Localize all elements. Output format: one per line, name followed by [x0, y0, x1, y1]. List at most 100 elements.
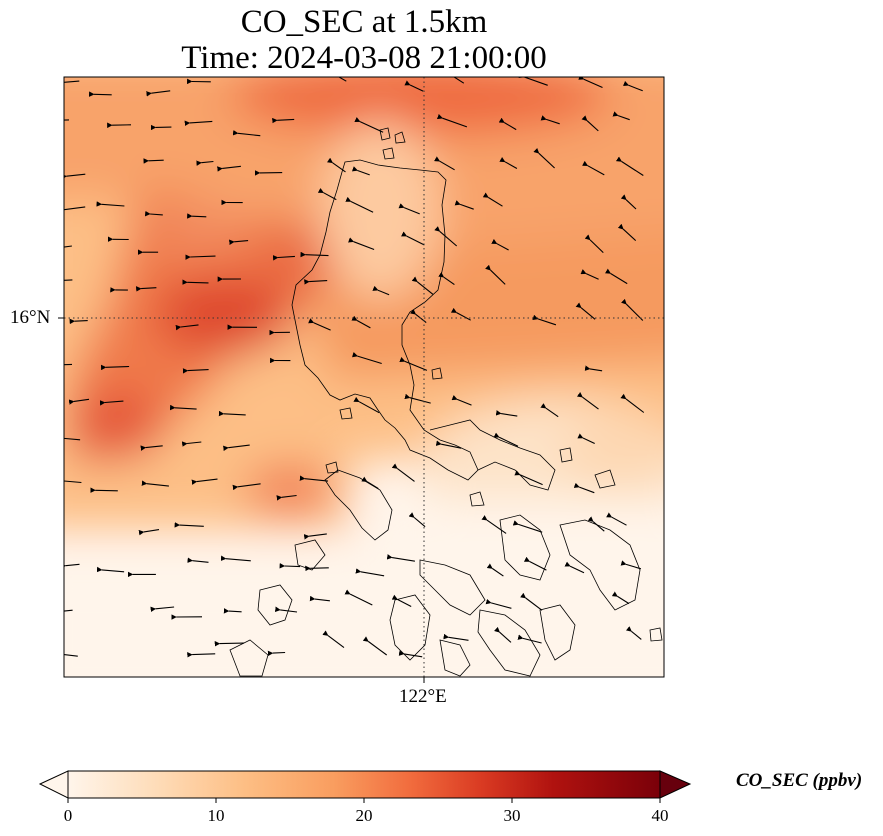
wind-arrow — [453, 77, 465, 84]
wind-arrow — [540, 403, 559, 418]
wind-arrow — [274, 606, 298, 613]
wind-arrow — [187, 557, 209, 563]
wind-arrow — [454, 200, 474, 210]
wind-arrow — [540, 115, 560, 125]
wind-arrow — [150, 606, 175, 613]
wind-arrow — [276, 494, 297, 501]
wind-arrow — [495, 410, 518, 417]
wind-arrow — [493, 432, 519, 447]
wind-arrow — [512, 520, 543, 533]
wind-arrow — [308, 318, 331, 331]
wind-arrow — [144, 210, 163, 217]
wind-arrow — [138, 529, 160, 536]
wind-arrow — [564, 561, 585, 574]
map-frame — [63, 76, 665, 678]
wind-arrow — [386, 554, 415, 562]
wind-arrow — [64, 480, 82, 484]
wind-arrow — [573, 482, 595, 494]
wind-arrow — [398, 650, 423, 658]
wind-arrow — [232, 483, 261, 491]
wind-arrow — [620, 194, 637, 210]
wind-arrow — [217, 165, 241, 172]
wind-arrow — [191, 478, 218, 485]
wind-arrow — [218, 410, 246, 417]
wind-arrow — [391, 463, 415, 482]
wind-arrow — [68, 398, 90, 405]
colorbar-tick-10: 10 — [207, 806, 225, 825]
wind-arrow — [523, 556, 547, 571]
wind-arrow — [169, 404, 197, 411]
wind-arrow — [220, 555, 251, 562]
wind-arrow — [305, 565, 329, 572]
colorbar-tick-0: 0 — [63, 806, 73, 825]
wind-arrow — [354, 117, 384, 133]
wind-arrow — [372, 285, 390, 296]
wind-arrow — [100, 364, 130, 371]
wind-arrow — [450, 307, 471, 321]
wind-arrow — [575, 302, 596, 320]
wind-arrow — [399, 356, 428, 371]
wind-arrow — [517, 634, 542, 644]
wind-arrow — [435, 440, 462, 449]
plot-title: CO_SEC at 1.5km Time: 2024-03-08 21:00:0… — [64, 4, 664, 76]
wind-arrow — [88, 91, 112, 97]
title-line-2: Time: 2024-03-08 21:00:00 — [181, 40, 547, 76]
wind-arrow — [434, 156, 455, 171]
wind-arrow — [404, 393, 431, 404]
wind-arrow — [481, 515, 507, 534]
wind-arrow — [581, 115, 599, 132]
wind-arrow — [611, 591, 630, 605]
colorbar-extend-max — [659, 770, 692, 799]
wind-arrow — [279, 563, 301, 569]
wind-arrow — [576, 392, 599, 410]
wind-arrow — [486, 563, 504, 577]
wind-arrow — [267, 650, 286, 657]
wind-arrow — [272, 117, 295, 124]
wind-arrow — [391, 594, 412, 607]
wind-arrow — [345, 196, 374, 213]
wind-arrow — [141, 480, 169, 487]
wind-arrow — [185, 254, 216, 260]
wind-arrow — [64, 437, 81, 441]
wind-arrow — [187, 213, 207, 219]
wind-arrow — [438, 272, 455, 286]
wind-arrow — [182, 279, 209, 285]
wind-arrow — [64, 654, 78, 657]
wind-arrow — [69, 318, 88, 325]
wind-arrow — [146, 90, 171, 97]
wind-arrow — [408, 512, 426, 528]
wind-arrow — [64, 609, 73, 612]
wind-arrow — [96, 566, 125, 573]
wind-arrow — [64, 245, 72, 248]
wind-arrow — [434, 226, 458, 247]
wind-arrow — [398, 203, 420, 215]
wind-arrow — [229, 239, 249, 245]
wind-arrow — [361, 476, 379, 490]
wind-arrow — [485, 264, 506, 285]
wind-arrow — [351, 352, 382, 365]
colorbar-tick-40: 40 — [651, 806, 669, 825]
colorbar-tick-20: 20 — [355, 806, 373, 825]
wind-arrow — [304, 279, 328, 285]
wind-arrow — [404, 80, 424, 92]
wind-arrow — [612, 111, 630, 121]
wind-arrow — [451, 395, 472, 406]
wind-arrow — [135, 286, 157, 292]
wind-arrow — [443, 633, 469, 641]
wind-arrow — [317, 187, 337, 201]
wind-arrow — [520, 592, 543, 611]
coastlines — [229, 127, 663, 677]
wind-arrow — [499, 156, 518, 169]
wind-arrow — [485, 598, 512, 609]
wind-arrow — [309, 595, 330, 602]
wind-arrow — [272, 255, 295, 261]
wind-arrow — [518, 77, 548, 86]
wind-arrow — [64, 119, 70, 121]
wind-arrow — [303, 533, 327, 540]
wind-arrow — [362, 636, 388, 656]
wind-arrow — [582, 160, 605, 176]
wind-arrow — [491, 238, 509, 251]
lat-tick-label: 16°N — [10, 307, 51, 328]
